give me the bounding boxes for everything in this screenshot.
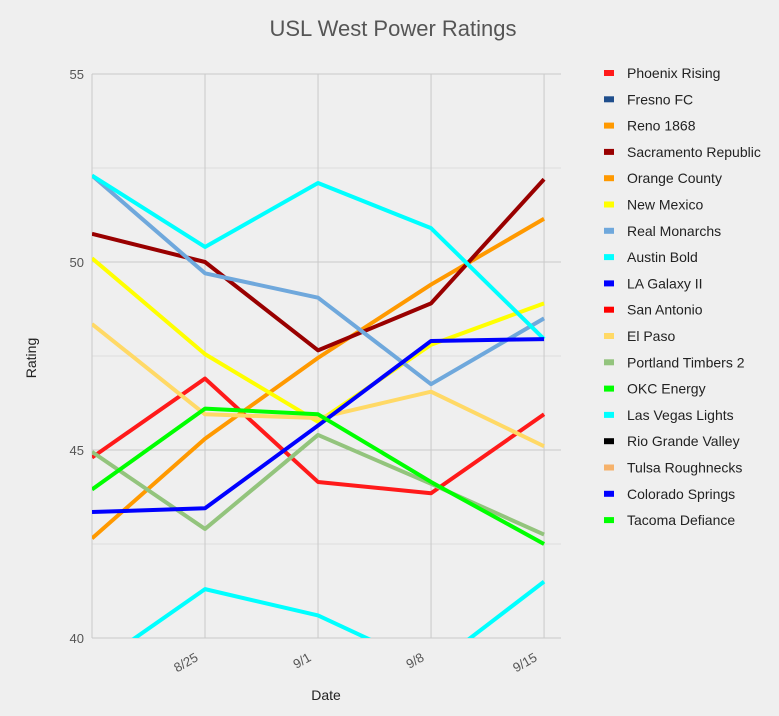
y-tick-label: 50 xyxy=(70,255,84,270)
legend-swatch-new-mexico xyxy=(604,201,614,208)
legend-swatch-austin-bold xyxy=(604,254,614,261)
series-line-el-paso xyxy=(92,322,545,449)
legend-label-phoenix-rising: Phoenix Rising xyxy=(627,65,720,81)
series-line-phoenix-rising xyxy=(92,376,546,496)
y-tick-label: 55 xyxy=(70,67,84,82)
legend-swatch-phoenix-rising xyxy=(604,70,614,76)
legend-label-austin-bold: Austin Bold xyxy=(627,249,698,265)
chart-title: USL West Power Ratings xyxy=(270,16,517,41)
series-line-las-vegas-lights xyxy=(131,580,546,638)
y-axis-label: Rating xyxy=(23,338,39,378)
legend: Phoenix Rising Fresno FC Reno 1868 Sacramen… xyxy=(604,65,761,528)
legend-swatch-fresno-fc xyxy=(604,96,614,103)
legend-swatch-real-monarchs xyxy=(604,227,614,234)
series-layer xyxy=(92,173,546,638)
legend-label-el-paso: El Paso xyxy=(627,328,675,344)
legend-swatch-tacoma-defiance xyxy=(604,517,614,524)
legend-swatch-las-vegas-lights xyxy=(604,411,614,418)
legend-swatch-portland-timbers-2 xyxy=(604,359,614,366)
legend-swatch-san-antonio xyxy=(604,306,614,313)
series-line-austin-bold xyxy=(92,173,546,341)
y-tick-label: 40 xyxy=(70,631,84,646)
legend-label-colorado-springs: Colorado Springs xyxy=(627,486,735,502)
legend-label-okc-energy: OKC Energy xyxy=(627,381,706,397)
legend-label-new-mexico: New Mexico xyxy=(627,197,703,213)
legend-swatch-rio-grande-valley xyxy=(604,438,614,445)
series-line-colorado-springs xyxy=(92,337,545,515)
legend-label-orange-county: Orange County xyxy=(627,170,722,186)
legend-label-tulsa-roughnecks: Tulsa Roughnecks xyxy=(627,460,742,476)
legend-swatch-orange-county xyxy=(604,175,614,182)
legend-swatch-la-galaxy-ii xyxy=(604,280,614,287)
legend-label-sacramento-republic: Sacramento Republic xyxy=(627,144,761,160)
legend-label-reno-1868: Reno 1868 xyxy=(627,118,696,134)
legend-swatch-okc-energy xyxy=(604,385,614,392)
legend-swatch-tulsa-roughnecks xyxy=(604,464,614,471)
legend-label-tacoma-defiance: Tacoma Defiance xyxy=(627,512,735,528)
legend-label-las-vegas-lights: Las Vegas Lights xyxy=(627,407,734,423)
series-line-real-monarchs xyxy=(92,174,546,387)
legend-label-rio-grande-valley: Rio Grande Valley xyxy=(627,433,740,449)
series-line-new-mexico xyxy=(92,256,545,424)
legend-label-san-antonio: San Antonio xyxy=(627,302,703,318)
series-line-sacramento-republic xyxy=(92,177,546,353)
x-axis-label: Date xyxy=(311,687,341,703)
series-line-tacoma-defiance xyxy=(92,406,546,546)
legend-swatch-reno-1868 xyxy=(604,122,614,129)
y-tick-label: 45 xyxy=(70,443,84,458)
legend-label-la-galaxy-ii: LA Galaxy II xyxy=(627,275,702,291)
legend-label-real-monarchs: Real Monarchs xyxy=(627,223,721,239)
legend-label-fresno-fc: Fresno FC xyxy=(627,91,693,107)
legend-swatch-el-paso xyxy=(604,333,614,339)
legend-label-portland-timbers-2: Portland Timbers 2 xyxy=(627,354,745,370)
legend-swatch-sacramento-republic xyxy=(604,148,614,155)
legend-swatch-colorado-springs xyxy=(604,490,614,497)
